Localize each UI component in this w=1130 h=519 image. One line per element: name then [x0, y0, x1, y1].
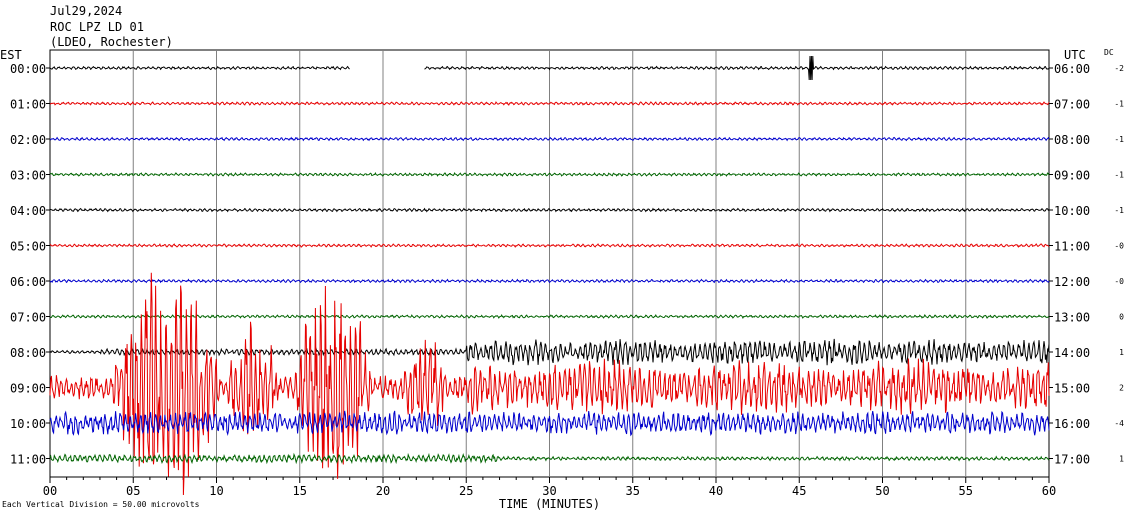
est-axis-label: EST [0, 48, 22, 62]
trace-0300 [49, 171, 1050, 178]
x-tick-label: 10 [209, 484, 223, 498]
est-time-label: 03:00 [10, 169, 46, 183]
est-time-label: 04:00 [10, 204, 46, 218]
utc-time-label: 17:00 [1054, 453, 1090, 467]
x-tick-label: 15 [293, 484, 307, 498]
utc-time-label: 09:00 [1054, 169, 1090, 183]
dc-label: DC [1104, 48, 1114, 57]
dc-offset-label: -4 [1114, 419, 1124, 428]
x-tick-label: 60 [1042, 484, 1056, 498]
header-station: ROC LPZ LD 01 [50, 20, 144, 34]
x-tick-label: 05 [126, 484, 140, 498]
utc-time-label: 15:00 [1054, 382, 1090, 396]
x-tick-label: 35 [626, 484, 640, 498]
trace-0200 [49, 136, 1050, 142]
dc-offset-label: -1 [1114, 100, 1124, 109]
x-tick-label: 30 [542, 484, 556, 498]
header-date: Jul29,2024 [50, 4, 123, 18]
trace-1000 [49, 410, 1050, 437]
est-time-label: 08:00 [10, 346, 46, 360]
x-tick-label: 40 [709, 484, 723, 498]
utc-time-label: 11:00 [1054, 240, 1090, 254]
trace-0100 [49, 101, 1050, 106]
x-tick-label: 20 [376, 484, 390, 498]
utc-time-label: 07:00 [1054, 98, 1090, 112]
utc-time-label: 14:00 [1054, 346, 1090, 360]
dc-offset-label: 2 [1119, 384, 1124, 393]
dc-offset-label: 1 [1119, 455, 1124, 464]
trace-0900 [49, 272, 1050, 496]
est-time-label: 07:00 [10, 311, 46, 325]
x-tick-label: 25 [459, 484, 473, 498]
utc-time-label: 16:00 [1054, 417, 1090, 431]
dc-offset-label: -1 [1114, 206, 1124, 215]
trace-1100 [49, 452, 1050, 465]
dc-offset-label: -0 [1114, 277, 1124, 286]
x-tick-label: 55 [959, 484, 973, 498]
utc-time-label: 13:00 [1054, 311, 1090, 325]
header-network: (LDEO, Rochester) [50, 35, 173, 49]
est-time-label: 06:00 [10, 275, 46, 289]
utc-time-label: 06:00 [1054, 62, 1090, 76]
trace-0700 [49, 313, 1050, 319]
x-tick-label: 50 [875, 484, 889, 498]
utc-time-label: 10:00 [1054, 204, 1090, 218]
est-time-label: 05:00 [10, 240, 46, 254]
est-time-label: 10:00 [10, 417, 46, 431]
dc-offset-label: -2 [1114, 64, 1124, 73]
dc-offset-label: 1 [1119, 348, 1124, 357]
footnote: Each Vertical Division = 50.00 microvolt… [2, 500, 200, 509]
trace-0500 [49, 242, 1050, 248]
dc-offset-label: 0 [1119, 313, 1124, 322]
trace-0000 [49, 65, 350, 71]
x-tick-label: 45 [792, 484, 806, 498]
trace-0600 [49, 278, 1050, 284]
est-time-label: 01:00 [10, 98, 46, 112]
x-tick-label: 00 [43, 484, 57, 498]
trace-0000 [424, 55, 1050, 81]
est-time-label: 00:00 [10, 62, 46, 76]
utc-time-label: 12:00 [1054, 275, 1090, 289]
dc-offset-label: -0 [1114, 242, 1124, 251]
utc-axis-label: UTC [1064, 48, 1086, 62]
dc-offset-label: -1 [1114, 171, 1124, 180]
est-time-label: 02:00 [10, 133, 46, 147]
trace-0400 [49, 207, 1050, 213]
est-time-label: 11:00 [10, 453, 46, 467]
trace-0800 [49, 338, 1050, 366]
est-time-label: 09:00 [10, 382, 46, 396]
utc-time-label: 08:00 [1054, 133, 1090, 147]
x-axis-title: TIME (MINUTES) [499, 497, 600, 511]
dc-offset-label: -1 [1114, 135, 1124, 144]
